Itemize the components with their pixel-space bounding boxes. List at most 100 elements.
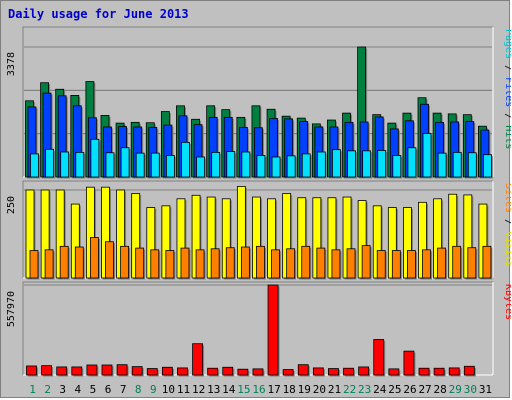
- bar-pages: [347, 150, 356, 178]
- day-label-18: 18: [283, 383, 296, 396]
- bar-kbytes: [252, 368, 264, 376]
- bar-sites: [89, 237, 99, 279]
- bar-kbytes: [418, 367, 430, 376]
- day-label-28: 28: [434, 383, 447, 396]
- day-label-12: 12: [192, 383, 205, 396]
- bar-sites: [422, 249, 431, 279]
- bar-kbytes: [161, 366, 173, 376]
- bar-kbytes: [448, 367, 460, 376]
- bar-sites: [195, 249, 205, 279]
- bar-sites: [120, 245, 129, 279]
- legend-separator: /: [503, 213, 511, 231]
- bar-sites: [361, 245, 371, 279]
- bar-pages: [286, 155, 296, 178]
- bar-pages: [271, 156, 281, 178]
- day-label-2: 2: [44, 383, 51, 396]
- legend-pages: Pages: [503, 29, 511, 59]
- bar-pages: [407, 147, 417, 178]
- bar-pages: [165, 155, 175, 178]
- bar-pages: [196, 156, 205, 178]
- bar-pages: [45, 148, 54, 178]
- bar-pages: [90, 138, 100, 178]
- bar-kbytes: [373, 339, 385, 376]
- bar-pages: [377, 150, 387, 178]
- bar-sites: [437, 247, 447, 279]
- bar-kbytes: [131, 366, 143, 376]
- bar-kbytes: [207, 367, 219, 376]
- day-label-10: 10: [162, 383, 175, 396]
- day-label-7: 7: [120, 383, 127, 396]
- day-label-6: 6: [105, 383, 112, 396]
- bar-kbytes: [237, 368, 249, 376]
- day-label-14: 14: [222, 383, 236, 396]
- bar-sites: [467, 247, 477, 279]
- bar-pages: [211, 151, 221, 178]
- bar-pages: [150, 152, 160, 178]
- bar-sites: [210, 248, 220, 279]
- ymax-label: 250: [6, 196, 17, 214]
- bar-sites: [150, 249, 160, 279]
- bar-sites: [271, 249, 280, 279]
- bar-kbytes: [177, 367, 188, 376]
- bar-kbytes: [312, 367, 324, 376]
- day-label-15: 15: [237, 383, 250, 396]
- day-label-23: 23: [358, 383, 371, 396]
- page-title: Daily usage for June 2013: [8, 7, 189, 21]
- bar-pages: [181, 141, 190, 178]
- legend-sites: Sites: [503, 183, 511, 213]
- bar-pages: [135, 152, 145, 178]
- bar-pages: [120, 147, 130, 178]
- day-label-30: 30: [464, 383, 477, 396]
- bar-kbytes: [403, 350, 415, 376]
- bar-sites: [407, 250, 416, 279]
- bar-kbytes: [192, 343, 203, 376]
- bar-kbytes: [358, 366, 370, 376]
- bar-kbytes: [297, 364, 309, 376]
- bar-pages: [422, 133, 432, 178]
- bar-pages: [226, 151, 236, 178]
- bar-sites: [180, 247, 190, 279]
- day-label-31: 31: [479, 383, 492, 396]
- bar-kbytes: [267, 284, 279, 376]
- day-label-1: 1: [29, 383, 36, 396]
- bar-sites: [225, 247, 235, 279]
- bar-pages: [105, 152, 115, 178]
- day-label-29: 29: [449, 383, 462, 396]
- bar-kbytes: [86, 364, 98, 376]
- legend-hits: Hits: [503, 125, 511, 149]
- bar-kbytes: [26, 365, 37, 376]
- legend-visits: Visits: [503, 231, 511, 267]
- bar-sites: [29, 250, 39, 279]
- bar-sites: [256, 245, 265, 279]
- bar-pages: [452, 151, 462, 178]
- bar-kbytes: [146, 368, 158, 376]
- day-label-21: 21: [328, 383, 341, 396]
- bar-pages: [483, 154, 492, 178]
- bar-kbytes: [388, 368, 400, 376]
- day-label-25: 25: [388, 383, 401, 396]
- day-label-9: 9: [150, 383, 157, 396]
- day-label-13: 13: [207, 383, 220, 396]
- day-label-8: 8: [135, 383, 142, 396]
- bar-pages: [392, 155, 402, 178]
- bar-pages: [301, 153, 311, 178]
- bar-kbytes: [282, 369, 294, 376]
- day-label-19: 19: [298, 383, 311, 396]
- bar-sites: [59, 245, 69, 279]
- bar-sites: [240, 246, 250, 279]
- bar-pages: [332, 149, 341, 178]
- day-label-26: 26: [403, 383, 416, 396]
- bar-sites: [316, 247, 326, 279]
- bar-sites: [74, 246, 84, 279]
- legend-separator: /: [503, 59, 511, 77]
- bar-sites: [286, 248, 296, 279]
- ymax-label: 557970: [6, 291, 17, 327]
- bar-pages: [467, 152, 477, 178]
- bar-kbytes: [463, 365, 475, 376]
- bar-sites: [105, 241, 114, 279]
- bar-sites: [331, 249, 341, 279]
- day-label-4: 4: [75, 383, 82, 396]
- day-label-5: 5: [90, 383, 97, 396]
- bar-sites: [452, 245, 462, 279]
- bar-pages: [362, 150, 372, 178]
